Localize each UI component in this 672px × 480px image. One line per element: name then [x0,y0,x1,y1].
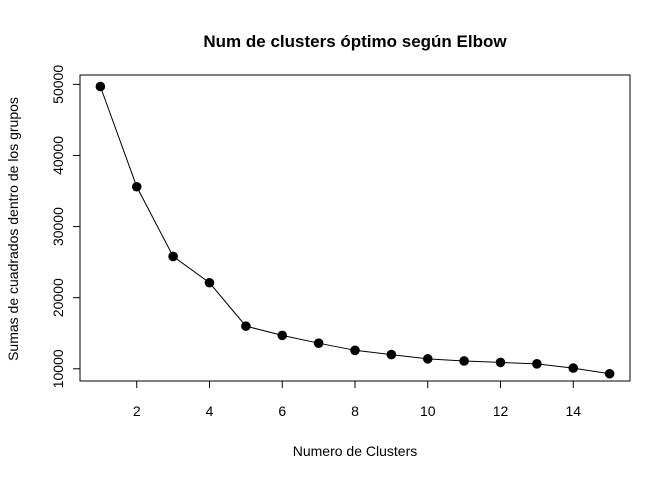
y-axis: 10000 20000 30000 40000 50000 [50,65,81,388]
y-tick-label: 20000 [50,278,66,317]
y-axis-label: Sumas de cuadrados dentro de los grupos [5,97,21,361]
y-tick-label: 10000 [50,349,66,388]
data-point [95,81,106,92]
data-point [495,357,506,368]
y-tick-label: 50000 [50,65,66,104]
data-point [422,354,433,364]
data-point [168,251,178,262]
data-point [459,356,469,366]
y-tick-label: 30000 [50,207,66,246]
y-tick-label: 40000 [50,136,66,175]
x-tick-label: 8 [351,403,359,419]
x-tick-label: 14 [565,403,581,419]
data-point [313,338,324,348]
x-tick-label: 4 [206,403,214,419]
data-point [277,330,288,341]
data-point [386,349,397,360]
x-tick-label: 2 [133,403,141,419]
data-point [604,368,615,379]
chart-title: Num de clusters óptimo según Elbow [203,32,507,51]
x-tick-label: 6 [278,403,286,419]
x-tick-label: 10 [420,403,436,419]
data-series [95,81,615,379]
data-point [350,345,360,356]
x-tick-label: 12 [493,403,509,419]
data-point [532,359,542,369]
data-point [241,321,251,331]
data-point [568,363,579,373]
x-axis-label: Numero de Clusters [293,443,418,459]
x-axis: 2 4 6 8 10 12 14 [133,380,581,419]
data-point [131,181,142,192]
data-point [204,277,215,288]
